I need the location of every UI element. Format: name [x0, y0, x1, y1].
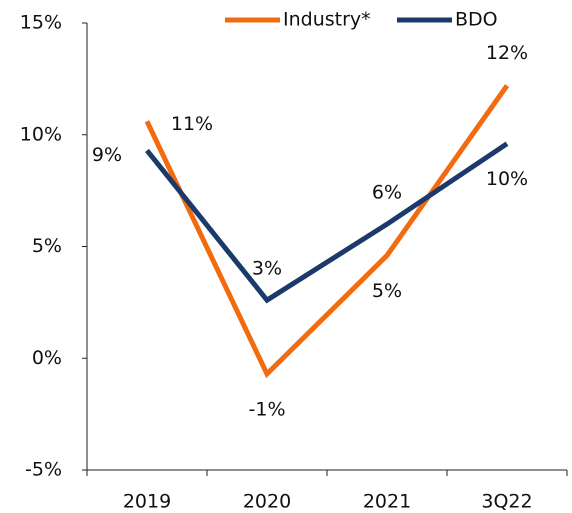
data-label: 11% [171, 113, 213, 135]
data-label: 5% [372, 280, 402, 302]
x-tick-label: 3Q22 [481, 491, 532, 513]
data-label: 10% [486, 168, 528, 190]
x-tick-label: 2019 [123, 491, 171, 513]
data-label: 6% [372, 182, 402, 204]
data-label: 9% [92, 144, 122, 166]
x-tick-label: 2020 [243, 491, 291, 513]
legend-label: Industry* [283, 9, 371, 31]
y-tick-label: -5% [25, 459, 62, 481]
data-label: 3% [252, 258, 282, 280]
data-label: -1% [249, 398, 286, 420]
y-tick-label: 10% [20, 123, 62, 145]
series-line [144, 84, 510, 379]
y-tick-label: 15% [20, 12, 62, 34]
x-tick-label: 2021 [363, 491, 411, 513]
series-line [145, 141, 509, 304]
y-tick-label: 5% [32, 235, 62, 257]
data-label: 12% [486, 42, 528, 64]
y-tick-label: 0% [32, 347, 62, 369]
legend-label: BDO [455, 9, 498, 31]
